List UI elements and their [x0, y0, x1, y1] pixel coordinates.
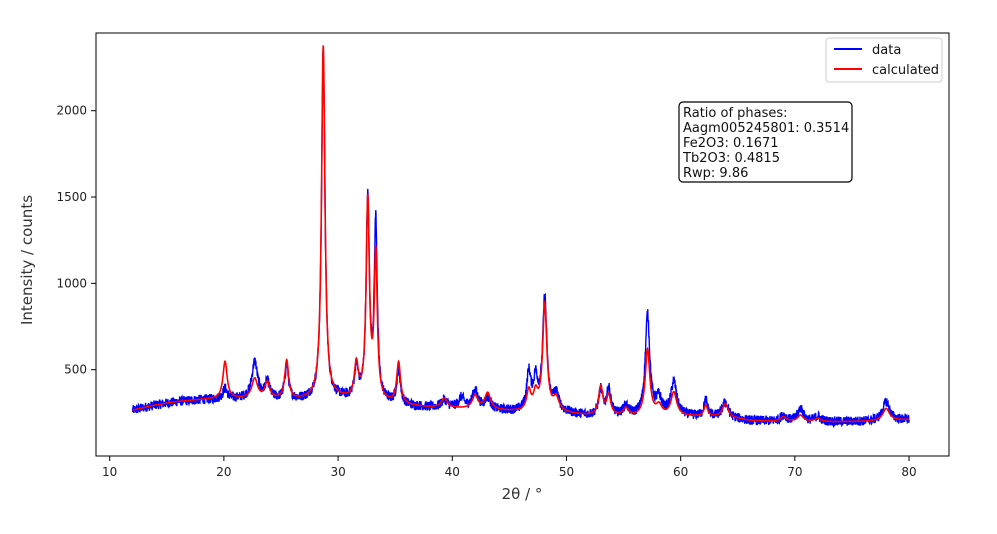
x-tick-label: 70 — [787, 465, 802, 479]
y-tick-label: 500 — [64, 363, 87, 377]
y-tick-label: 1000 — [56, 276, 87, 290]
y-tick-label: 1500 — [56, 190, 87, 204]
annotation-line-title: Ratio of phases: — [683, 106, 788, 121]
x-tick-label: 80 — [901, 465, 916, 479]
series-calculated-line — [132, 45, 910, 423]
x-axis-label: 2θ / ° — [502, 485, 543, 503]
x-tick-label: 60 — [673, 465, 688, 479]
annotation-line-tb2o3: Tb2O3: 0.4815 — [682, 151, 780, 166]
x-tick-label: 10 — [102, 465, 117, 479]
series-layer — [131, 45, 910, 429]
legend-calculated-label: calculated — [872, 63, 939, 78]
y-axis-label: Intensity / counts — [18, 195, 36, 325]
x-tick-label: 40 — [445, 465, 460, 479]
annotation-line-rwp: Rwp: 9.86 — [683, 166, 748, 181]
x-tick-label: 30 — [330, 465, 345, 479]
ticks-layer: 10 20 30 40 50 60 70 80 500 1000 1500 2000 — [56, 104, 916, 479]
legend-data-label: data — [872, 43, 901, 58]
plot-area: 10 20 30 40 50 60 70 80 500 1000 1500 2000 — [56, 32, 950, 479]
y-tick-label: 2000 — [56, 104, 87, 118]
x-tick-label: 50 — [559, 465, 574, 479]
annotation-line-fe2o3: Fe2O3: 0.1671 — [683, 136, 779, 151]
annotation-line-aagm: Aagm005245801: 0.3514 — [683, 121, 849, 136]
phase-ratio-annotation: Ratio of phases: Aagm005245801: 0.3514 F… — [678, 101, 853, 183]
legend: data calculated — [825, 37, 943, 83]
x-tick-label: 20 — [216, 465, 231, 479]
annotation-box — [678, 101, 853, 183]
